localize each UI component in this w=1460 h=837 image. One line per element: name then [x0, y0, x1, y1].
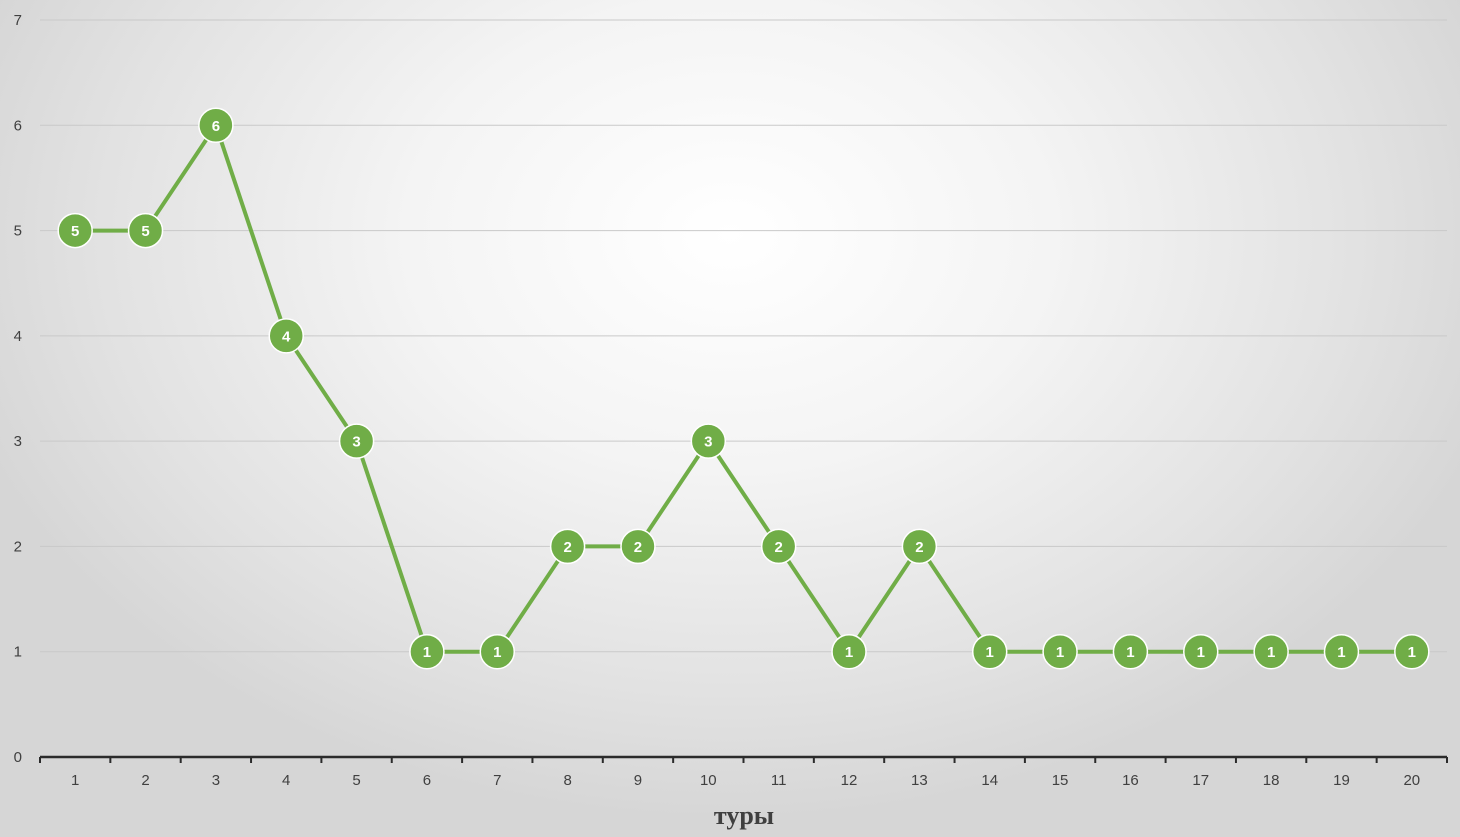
x-axis-tick-labels: 1 2 3 4 5 6 7 8 9 10 11 12 13 14 15 16 17 18 19 20: [71, 772, 1420, 789]
x-axis-ticks: [39, 757, 1448, 763]
data-point-13: [901, 528, 938, 565]
x-tick-label-20: 20: [1403, 772, 1420, 789]
x-tick-label-9: 9: [634, 772, 642, 789]
x-tick-label-6: 6: [423, 772, 431, 789]
x-tick-label-16: 16: [1122, 772, 1139, 789]
data-label-10: 3: [704, 434, 712, 451]
data-label-9: 2: [634, 539, 642, 556]
x-tick-label-18: 18: [1263, 772, 1280, 789]
x-tick-label-19: 19: [1333, 772, 1350, 789]
y-tick-label-6: 6: [14, 117, 22, 134]
x-axis-title: туры: [714, 801, 774, 830]
data-label-5: 3: [352, 434, 360, 451]
data-label-6: 1: [423, 644, 431, 661]
data-label-20: 1: [1408, 644, 1416, 661]
data-points: 5 5 6 4 3 1 1 2 2 3 2 1 2 1 1 1 1 1 1 1: [57, 107, 1430, 670]
data-point-14: [971, 633, 1008, 670]
data-point-12: [831, 633, 867, 670]
data-point-5: [338, 423, 375, 459]
gridlines: [40, 19, 1447, 653]
data-label-14: 1: [986, 644, 994, 661]
x-tick-label-1: 1: [71, 772, 79, 789]
data-point-9: [620, 528, 656, 565]
x-tick-label-4: 4: [282, 772, 290, 789]
x-tick-label-12: 12: [841, 772, 858, 789]
data-label-11: 2: [775, 539, 783, 556]
data-point-19: [1323, 633, 1360, 670]
data-point-11: [760, 528, 797, 565]
y-tick-label-1: 1: [14, 644, 22, 661]
data-point-8: [549, 528, 586, 565]
y-tick-label-0: 0: [14, 749, 22, 766]
data-point-2: [127, 212, 164, 249]
x-tick-label-14: 14: [981, 772, 998, 789]
x-tick-label-8: 8: [563, 772, 571, 789]
data-label-16: 1: [1126, 644, 1134, 661]
data-point-4: [268, 318, 304, 354]
x-tick-label-17: 17: [1192, 772, 1209, 789]
data-label-12: 1: [845, 644, 853, 661]
data-label-15: 1: [1056, 644, 1064, 661]
data-label-7: 1: [493, 644, 501, 661]
data-label-13: 2: [915, 539, 923, 556]
data-label-1: 5: [71, 223, 79, 240]
y-tick-label-5: 5: [14, 223, 22, 240]
data-point-10: [690, 423, 727, 459]
data-point-15: [1042, 633, 1078, 670]
data-label-8: 2: [563, 539, 571, 556]
data-point-1: [57, 212, 93, 249]
data-point-3: [198, 107, 234, 144]
data-label-17: 1: [1197, 644, 1205, 661]
data-point-6: [409, 633, 445, 670]
data-label-3: 6: [212, 118, 220, 135]
x-tick-label-7: 7: [493, 772, 501, 789]
y-tick-label-2: 2: [14, 538, 22, 555]
x-tick-label-2: 2: [141, 772, 149, 789]
data-label-4: 4: [282, 328, 291, 345]
data-point-7: [479, 633, 516, 670]
y-axis-tick-labels: 0 1 2 3 4 5 6 7: [14, 12, 22, 766]
data-point-20: [1394, 633, 1430, 670]
x-tick-label-13: 13: [911, 772, 928, 789]
x-tick-label-3: 3: [212, 772, 220, 789]
y-tick-label-4: 4: [14, 328, 22, 345]
series-line: [75, 123, 1412, 654]
x-tick-label-11: 11: [771, 772, 787, 789]
data-label-18: 1: [1267, 644, 1275, 661]
x-tick-label-5: 5: [352, 772, 360, 789]
data-label-19: 1: [1337, 644, 1345, 661]
y-tick-label-7: 7: [14, 12, 22, 29]
y-tick-label-3: 3: [14, 433, 22, 450]
data-label-2: 5: [141, 223, 149, 240]
x-tick-label-10: 10: [700, 772, 717, 789]
data-point-16: [1112, 633, 1149, 670]
data-point-17: [1183, 633, 1219, 670]
x-tick-label-15: 15: [1052, 772, 1069, 789]
data-point-18: [1253, 633, 1289, 670]
